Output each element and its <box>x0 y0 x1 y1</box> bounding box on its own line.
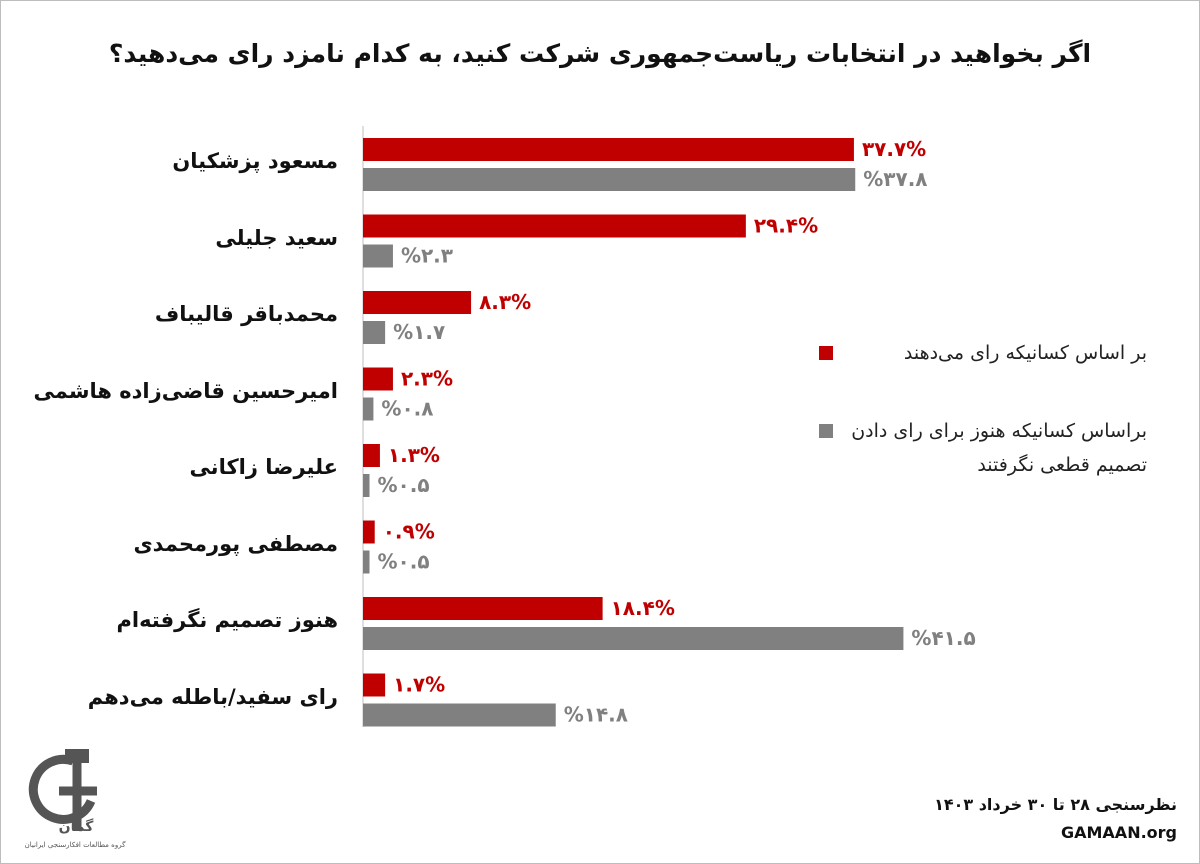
footer-url: GAMAAN.org <box>1060 823 1177 842</box>
logo-name: گمان <box>58 819 94 835</box>
value-label: ۳۷.۷% <box>862 137 926 161</box>
bar <box>363 321 386 344</box>
legend-swatch <box>819 424 833 438</box>
category-label: محمدباقر قالیباف <box>154 302 338 326</box>
value-label: ۸.۳% <box>479 290 531 314</box>
category-label: مسعود پزشکیان <box>172 149 338 173</box>
legend-swatch <box>819 346 833 360</box>
value-label: ۱.۳% <box>388 443 440 467</box>
logo-mark <box>28 749 97 831</box>
value-label: ۲.۳% <box>401 367 453 391</box>
value-label: %۴۱.۵ <box>911 626 975 650</box>
bar <box>363 244 393 268</box>
bar <box>363 703 556 727</box>
footer-note: نظرسنجی ۲۸ تا ۳۰ خرداد ۱۴۰۳ <box>934 795 1177 814</box>
bar <box>363 214 746 238</box>
value-label: %۲.۳ <box>401 244 453 268</box>
bar <box>363 397 374 421</box>
value-label: ۱۸.۴% <box>611 596 675 620</box>
legend-label: بر اساس کسانیکه رای می‌دهند <box>903 342 1147 364</box>
bar <box>363 673 386 697</box>
bar <box>363 474 370 497</box>
value-label: %۱.۷ <box>393 320 445 344</box>
value-label: %۱۴.۸ <box>564 703 628 727</box>
bar <box>363 550 370 574</box>
value-label: %۰.۵ <box>378 550 430 574</box>
category-label: مصطفی پورمحمدی <box>133 531 338 556</box>
bar <box>363 138 854 161</box>
value-label: ۰.۹% <box>383 520 435 544</box>
bar <box>363 627 904 650</box>
bar <box>363 367 393 391</box>
category-label: رای سفید/باطله می‌دهم <box>87 684 338 709</box>
chart-title: اگر بخواهید در انتخابات ریاست‌جمهوری شرک… <box>108 39 1092 68</box>
value-label: %۰.۵ <box>378 473 430 497</box>
category-label: علیرضا زاکانی <box>189 455 338 479</box>
category-label: امیرحسین قاضی‌زاده هاشمی <box>33 378 339 403</box>
bar <box>363 291 472 314</box>
bar <box>363 520 375 544</box>
legend-label: براساس کسانیکه هنوز برای رای دادن تصمیم … <box>851 420 1147 476</box>
bar <box>363 168 856 191</box>
bar <box>363 597 603 620</box>
value-label: ۲۹.۴% <box>754 214 818 238</box>
logo-tagline: گروه مطالعات افکارسنجی ایرانیان <box>24 841 126 849</box>
category-label: هنوز تصمیم نگرفته‌ام <box>116 608 338 632</box>
value-label: ۱.۷% <box>393 673 445 697</box>
value-label: %۰.۸ <box>381 397 433 421</box>
bar <box>363 444 380 467</box>
value-label: %۳۷.۸ <box>863 167 927 191</box>
category-label: سعید جلیلی <box>215 225 338 250</box>
